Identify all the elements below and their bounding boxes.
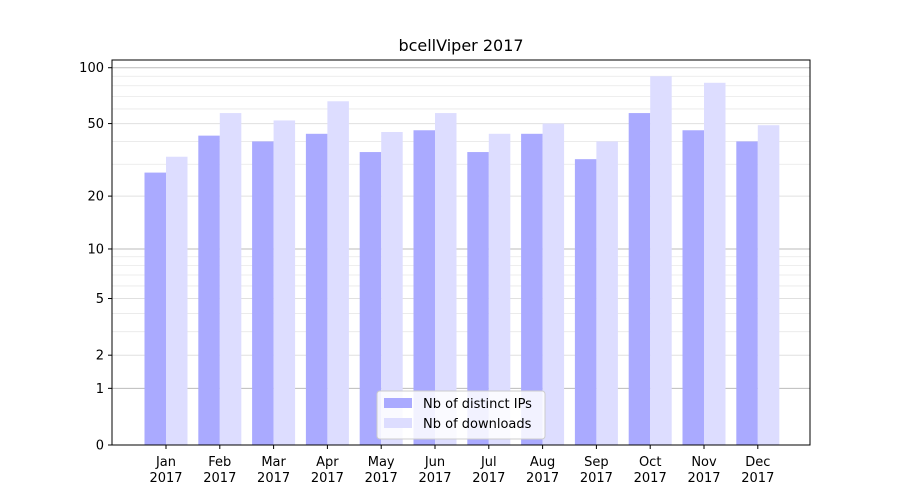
bar-distinct-ips-aug (521, 133, 543, 445)
y-tick-label: 2 (96, 349, 104, 364)
x-tick-label-year: 2017 (418, 471, 451, 486)
bar-distinct-ips-sep (574, 159, 597, 445)
bar-distinct-ips-feb (198, 135, 220, 445)
bar-distinct-ips-apr (305, 133, 328, 445)
x-tick-label-month: Feb (208, 455, 231, 470)
x-tick-label-year: 2017 (580, 471, 613, 486)
x-tick-label-year: 2017 (472, 471, 505, 486)
x-tick-label-month: Nov (691, 455, 717, 470)
x-tick-label-year: 2017 (365, 471, 398, 486)
bar-downloads-nov (704, 82, 726, 445)
x-tick-label-month: Jul (480, 455, 497, 470)
chart-title: bcellViper 2017 (398, 36, 523, 55)
x-tick-label-month: Mar (261, 455, 286, 470)
x-tick-label-year: 2017 (741, 471, 774, 486)
x-tick-label-month: Dec (745, 455, 770, 470)
bar-downloads-jun (435, 113, 457, 445)
x-tick-label-year: 2017 (149, 471, 182, 486)
x-tick-label-month: Apr (316, 455, 339, 470)
y-tick-label: 100 (79, 61, 104, 76)
bar-distinct-ips-jan (144, 172, 166, 445)
x-tick-label-year: 2017 (526, 471, 559, 486)
bar-distinct-ips-may (359, 152, 382, 445)
plot-frame (111, 59, 811, 446)
y-axis: 0 1 2 5 10 20 50 100 (79, 61, 112, 454)
bar-distinct-ips-dec (736, 141, 758, 446)
x-tick-label-month: Jun (424, 455, 445, 470)
legend-swatch (384, 418, 412, 428)
x-tick-label-month: Sep (584, 455, 609, 470)
y-tick-label: 1 (96, 382, 104, 397)
x-tick-label-year: 2017 (634, 471, 667, 486)
bar-distinct-ips-oct (628, 113, 651, 445)
y-tick-label: 10 (87, 242, 104, 257)
x-tick-label-month: Aug (530, 455, 555, 470)
x-tick-label-year: 2017 (257, 471, 290, 486)
bar-downloads-feb (219, 113, 242, 445)
x-tick-label-month: Jan (155, 455, 176, 470)
x-tick-label-month: Oct (639, 455, 661, 470)
bars (144, 76, 780, 446)
legend: Nb of distinct IPs Nb of downloads (376, 390, 546, 440)
legend-box (376, 390, 546, 440)
y-tick-label: 20 (87, 190, 104, 205)
y-tick-label: 50 (87, 117, 104, 132)
x-axis: Jan2017Feb2017Mar2017Apr2017May2017Jun20… (149, 445, 774, 486)
bar-downloads-jan (166, 156, 188, 446)
bar-downloads-oct (650, 76, 672, 446)
bar-downloads-aug (542, 123, 565, 446)
x-tick-label-year: 2017 (311, 471, 344, 486)
bar-distinct-ips-nov (682, 130, 704, 445)
bar-downloads-mar (273, 120, 296, 445)
bar-distinct-ips-jun (413, 130, 435, 445)
y-tick-label: 0 (96, 439, 104, 454)
legend-label: Nb of downloads (423, 417, 532, 432)
bar-distinct-ips-jul (467, 152, 489, 445)
bar-downloads-dec (757, 125, 780, 445)
bar-downloads-apr (327, 101, 349, 446)
legend-swatch (384, 398, 412, 408)
bar-downloads-may (381, 132, 403, 445)
bar-distinct-ips-mar (252, 141, 274, 446)
y-tick-label: 5 (96, 292, 104, 307)
x-tick-label-year: 2017 (203, 471, 236, 486)
bar-downloads-jul (488, 133, 511, 445)
x-tick-label-year: 2017 (687, 471, 720, 486)
legend-label: Nb of distinct IPs (423, 397, 532, 412)
x-tick-label-month: May (368, 455, 395, 470)
bar-downloads-sep (596, 141, 618, 446)
